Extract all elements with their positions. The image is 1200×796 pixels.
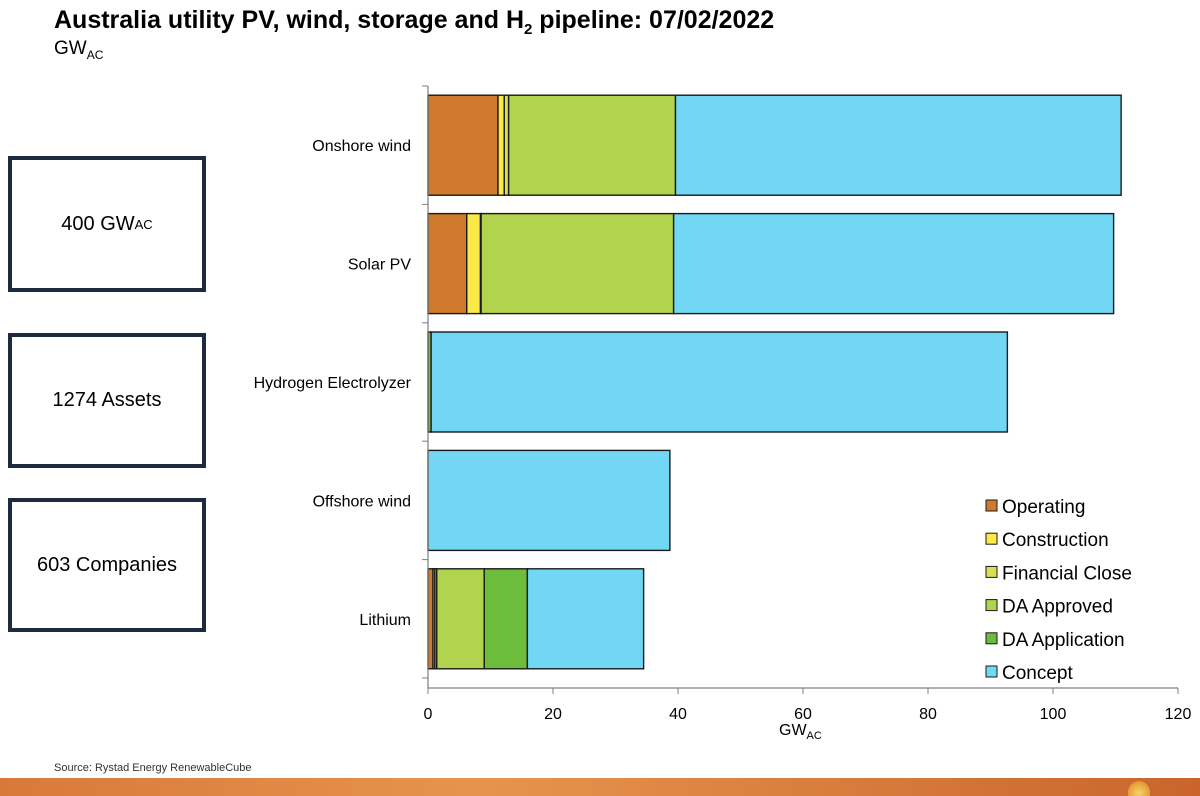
legend: Operating Construction Financial Close DA A… [985,497,1132,684]
bar-segment-lithium-da-approved [436,568,485,670]
x-tick-label: 100 [1040,706,1067,723]
bar-segment-onshore-wind-construction [497,94,505,196]
category-label: Solar PV [348,257,411,274]
legend-swatch-da-approved [985,599,998,612]
axes-group: Onshore wind Solar PV Hydrogen Electrolyze… [254,85,1192,742]
legend-label: DA Approved [1002,597,1113,618]
x-axis-label: GWAC [779,722,822,742]
x-tick-label: 60 [794,706,812,723]
legend-swatch-operating [985,499,998,512]
bars-group [427,94,1122,670]
bar-segment-solar-pv-construction [466,212,482,315]
companies-count-box: 603 Companies [8,498,206,632]
legend-label: DA Application [1002,630,1125,651]
category-label: Offshore wind [313,493,411,510]
legend-label: Operating [1002,497,1085,518]
chart-subtitle: GWAC [54,38,104,62]
category-label: Lithium [359,612,411,629]
x-tick-label: 20 [544,706,562,723]
brand-logo [1128,781,1150,796]
bar-segment-onshore-wind-da-approved [507,94,677,196]
x-tick-label: 40 [669,706,687,723]
companies-count: 603 Companies [36,553,178,576]
legend-label: Concept [1002,663,1073,684]
footer-band [0,778,1200,796]
bar-segment-solar-pv-operating [427,212,468,315]
source-note: Source: Rystad Energy RenewableCube [54,762,252,774]
bar-segment-lithium-operating [427,568,434,670]
legend-swatch-financial-close [985,565,998,578]
legend-swatch-da-application [985,632,998,645]
bar-segment-offshore-wind-concept [427,449,671,552]
bar-segment-solar-pv-concept [672,212,1115,315]
legend-label: Construction [1002,530,1109,551]
category-label: Onshore wind [312,138,411,155]
chart-title: Australia utility PV, wind, storage and … [54,6,775,38]
category-label: Hydrogen Electrolyzer [254,375,412,392]
bar-segment-lithium-da-application [483,568,529,670]
x-tick-label: 80 [919,706,937,723]
total-capacity-box: 400 GW AC [8,156,206,292]
legend-label: Financial Close [1002,563,1132,584]
x-tick-label: 0 [424,706,433,723]
bar-segment-onshore-wind-concept [674,94,1122,196]
bar-segment-onshore-wind-operating [427,94,499,196]
assets-count: 1274 Assets [52,389,162,411]
x-tick-label: 120 [1165,706,1192,723]
total-capacity-unit: AC [134,216,153,232]
bar-segment-solar-pv-da-approved [480,212,675,315]
legend-swatch-concept [985,665,998,678]
assets-count-box: 1274 Assets [8,333,206,468]
bar-segment-hydrogen-electrolyzer-concept [430,331,1009,433]
bar-segment-lithium-concept [526,568,645,670]
legend-swatch-construction [985,532,998,545]
total-capacity-value: 400 GW [61,212,135,235]
